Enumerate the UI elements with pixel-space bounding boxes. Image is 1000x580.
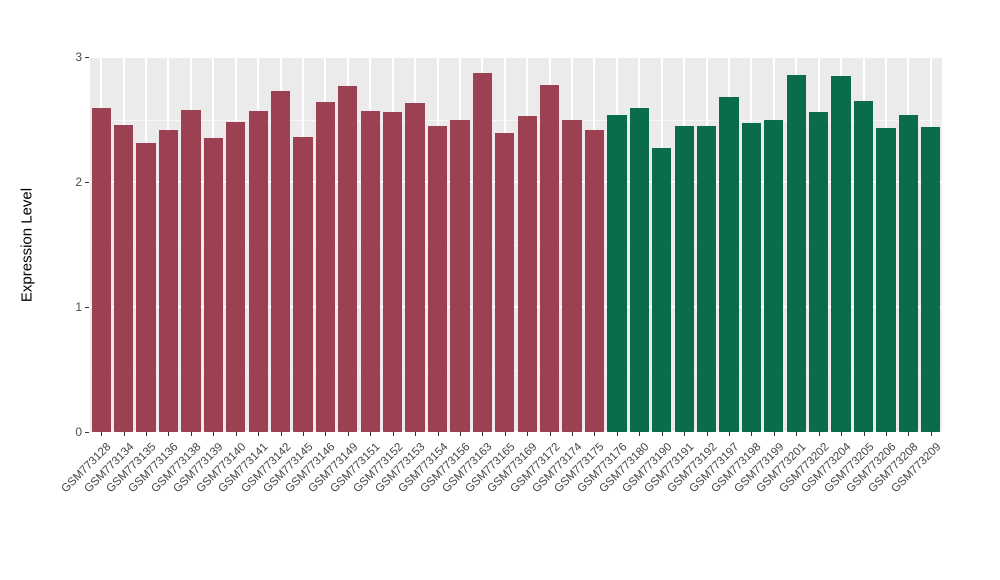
x-tick-mark [684,432,686,436]
bar [517,115,537,432]
bar [158,129,179,432]
x-tick-mark [258,432,260,436]
bar [91,108,111,432]
bar [562,119,582,432]
x-tick-mark [773,432,775,436]
x-tick-mark [370,432,372,436]
gridline-minor-horizontal [90,369,942,371]
bar [203,138,223,432]
y-tick-mark [85,307,89,308]
bar [383,112,403,432]
gridline-minor-horizontal [90,119,942,121]
x-tick-mark [930,432,932,436]
x-tick-mark [818,432,820,436]
x-tick-mark [347,432,349,436]
gridline-major-horizontal [90,181,942,183]
x-tick-mark [751,432,753,436]
x-tick-mark [437,432,439,436]
bar [293,137,313,432]
x-tick-mark [325,432,327,436]
bar [584,129,605,432]
y-tick-label: 1 [75,300,82,314]
gridline-major-horizontal [90,56,942,58]
x-tick-mark [661,432,663,436]
y-tick-mark [85,432,89,433]
x-tick-mark [527,432,529,436]
bar [405,103,425,432]
bar [472,73,492,432]
bar [427,125,448,432]
bar [652,148,672,432]
bar [113,124,134,432]
x-tick-mark [146,432,148,436]
bar [764,119,784,432]
bar [181,109,201,432]
bar [450,119,470,432]
x-tick-mark [572,432,574,436]
bar [315,102,336,432]
bar [270,90,291,432]
bar [607,114,627,432]
x-tick-mark [101,432,103,436]
x-tick-mark [863,432,865,436]
y-tick-label: 2 [75,175,82,189]
x-tick-mark [235,432,237,436]
x-tick-mark [504,432,506,436]
bar [539,84,560,432]
x-tick-mark [303,432,304,436]
bar [674,125,694,432]
x-tick-mark [168,432,170,436]
y-tick-label: 0 [75,425,82,439]
x-tick-mark [459,432,461,436]
bar [876,128,896,432]
bar [853,100,874,432]
bar [248,110,268,432]
bar [696,125,717,432]
x-tick-mark [729,432,730,436]
bar [831,75,851,432]
gridline-minor-horizontal [90,244,942,246]
x-tick-mark [841,432,843,436]
plot-panel [90,56,942,433]
bar [719,97,739,432]
x-tick-mark [639,432,641,436]
bar [360,110,380,432]
y-axis-title: Expression Level [18,187,36,303]
gridline-major-horizontal [90,306,942,308]
bar [786,74,806,432]
bar [495,133,515,432]
x-tick-mark [908,432,910,436]
x-tick-mark [190,432,192,436]
bar [921,127,941,432]
x-tick-mark [594,432,596,436]
x-tick-mark [482,432,484,436]
x-tick-mark [213,432,215,436]
gridline-major-horizontal [90,431,942,433]
x-tick-mark [392,432,394,436]
bar [809,112,829,432]
x-tick-mark [885,432,887,436]
bar [226,122,246,432]
bar [629,108,649,432]
bar [741,123,762,432]
x-tick-mark [415,432,417,436]
x-tick-mark [280,432,282,436]
x-tick-mark [549,432,551,436]
y-tick-mark [85,57,89,58]
x-tick-mark [706,432,708,436]
bar [898,114,918,432]
x-tick-mark [123,432,125,436]
x-tick-mark [796,432,798,436]
bar [338,85,358,432]
y-tick-label: 3 [75,50,82,64]
bar [136,143,156,432]
x-tick-mark [616,432,618,436]
y-tick-mark [85,182,89,183]
